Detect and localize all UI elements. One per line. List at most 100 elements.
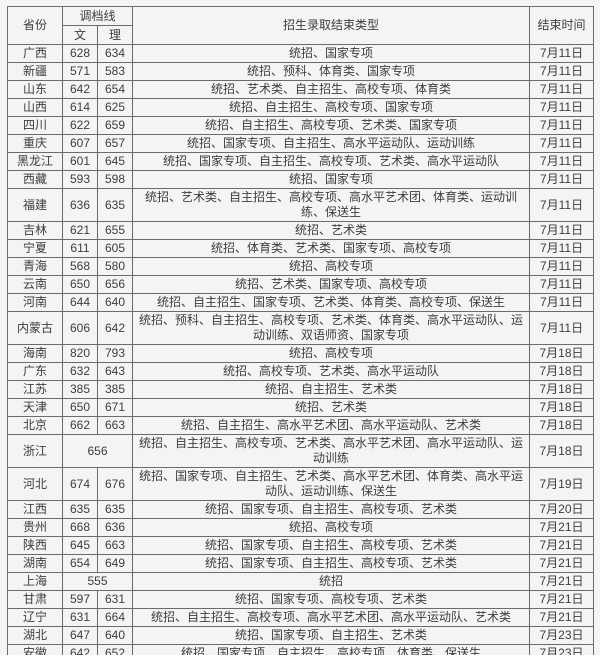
province-cell: 青海 [7, 257, 63, 276]
province-cell: 西藏 [7, 170, 63, 189]
end-time-cell: 7月11日 [529, 98, 595, 117]
admission-type-cell: 统招、国家专项、自主招生、艺术类 [132, 626, 531, 645]
end-time-cell: 7月18日 [529, 380, 595, 399]
admission-type-cell: 统招、自主招生、高校专项、艺术类、国家专项 [132, 116, 531, 135]
score-cell-wen: 668 [62, 518, 98, 537]
admission-type-cell: 统招、艺术类、自主招生、高校专项、体育类 [132, 80, 531, 99]
province-cell: 湖南 [7, 554, 63, 573]
end-time-cell: 7月19日 [529, 467, 595, 501]
admission-type-cell: 统招、自主招生、艺术类 [132, 380, 531, 399]
table-body: 广西 628 634 统招、国家专项 7月11日 新疆 571 583 统招、预科、体育类、国家… [7, 44, 595, 655]
end-time-cell: 7月11日 [529, 311, 595, 345]
score-cell-li: 583 [96, 62, 134, 81]
score-cell-merged: 555 [61, 572, 134, 591]
table-row: 江西 635 635 统招、国家专项、自主招生、高校专项、艺术类 7月20日 [7, 500, 595, 519]
score-cell-wen: 650 [62, 398, 98, 417]
end-time-cell: 7月18日 [529, 344, 595, 363]
admission-type-cell: 统招、国家专项、高校专项、艺术类 [132, 590, 531, 609]
score-cell-merged: 656 [61, 434, 134, 468]
province-cell: 湖北 [7, 626, 63, 645]
score-cell-wen: 642 [62, 644, 98, 655]
end-time-cell: 7月11日 [529, 293, 595, 312]
score-cell-wen: 606 [62, 311, 98, 345]
end-time-cell: 7月11日 [529, 239, 595, 258]
admission-type-cell: 统招、艺术类、国家专项、高校专项 [132, 275, 531, 294]
score-cell-wen: 607 [62, 134, 98, 153]
end-time-cell: 7月11日 [529, 134, 595, 153]
province-cell: 甘肃 [7, 590, 63, 609]
table-row: 天津 650 671 统招、艺术类 7月18日 [7, 398, 595, 417]
header-province: 省份 [7, 6, 63, 45]
admission-type-cell: 统招、高校专项 [132, 257, 531, 276]
score-cell-li: 642 [96, 311, 134, 345]
score-cell-wen: 642 [62, 80, 98, 99]
table-row: 江苏 385 385 统招、自主招生、艺术类 7月18日 [7, 380, 595, 399]
province-cell: 上海 [7, 572, 63, 591]
admission-type-cell: 统招 [132, 572, 531, 591]
table-row: 湖南 654 649 统招、国家专项、自主招生、高校专项、艺术类 7月21日 [7, 554, 595, 573]
score-cell-wen: 622 [62, 116, 98, 135]
end-time-cell: 7月11日 [529, 80, 595, 99]
end-time-cell: 7月21日 [529, 554, 595, 573]
admission-score-table: 省份 调档线 招生录取结束类型 结束时间 文 理 广西 628 634 统招、国家专项… [7, 6, 595, 655]
score-cell-li: 671 [96, 398, 134, 417]
score-cell-wen: 614 [62, 98, 98, 117]
admission-type-cell: 统招、自主招生、高水平艺术团、高水平运动队、艺术类 [132, 416, 531, 435]
table-row: 内蒙古 606 642 统招、预科、自主招生、高校专项、艺术类、体育类、高水平运动队、… [7, 311, 595, 345]
table-row: 上海 555 统招 7月21日 [7, 572, 595, 591]
admission-type-cell: 统招、预科、自主招生、高校专项、艺术类、体育类、高水平运动队、运动训练、双语师资… [132, 311, 531, 345]
table-row: 西藏 593 598 统招、国家专项 7月11日 [7, 170, 595, 189]
table-row: 北京 662 663 统招、自主招生、高水平艺术团、高水平运动队、艺术类 7月18日 [7, 416, 595, 435]
end-time-cell: 7月18日 [529, 398, 595, 417]
end-time-cell: 7月18日 [529, 416, 595, 435]
admission-type-cell: 统招、高校专项、艺术类、高水平运动队 [132, 362, 531, 381]
table-row: 山东 642 654 统招、艺术类、自主招生、高校专项、体育类 7月11日 [7, 80, 595, 99]
province-cell: 安徽 [7, 644, 63, 655]
score-cell-wen: 644 [62, 293, 98, 312]
admission-type-cell: 统招、国家专项 [132, 170, 531, 189]
admission-type-cell: 统招、艺术类 [132, 398, 531, 417]
score-cell-li: 634 [96, 44, 134, 63]
score-cell-li: 793 [96, 344, 134, 363]
table-row: 河南 644 640 统招、自主招生、国家专项、艺术类、体育类、高校专项、保送生 7月1… [7, 293, 595, 312]
province-cell: 吉林 [7, 221, 63, 240]
province-cell: 辽宁 [7, 608, 63, 627]
admission-type-cell: 统招、艺术类、自主招生、高校专项、高水平艺术团、体育类、运动训练、保送生 [132, 188, 531, 222]
end-time-cell: 7月20日 [529, 500, 595, 519]
table-row: 青海 568 580 统招、高校专项 7月11日 [7, 257, 595, 276]
header-score-line: 调档线 [61, 6, 134, 26]
score-cell-li: 580 [96, 257, 134, 276]
end-time-cell: 7月11日 [529, 188, 595, 222]
table-row: 贵州 668 636 统招、高校专项 7月21日 [7, 518, 595, 537]
score-cell-wen: 571 [62, 62, 98, 81]
end-time-cell: 7月21日 [529, 572, 595, 591]
score-cell-li: 605 [96, 239, 134, 258]
table-row: 甘肃 597 631 统招、国家专项、高校专项、艺术类 7月21日 [7, 590, 595, 609]
province-cell: 山东 [7, 80, 63, 99]
admission-type-cell: 统招、国家专项、自主招生、高校专项、体育类、保送生 [132, 644, 531, 655]
province-cell: 贵州 [7, 518, 63, 537]
header-admission-type: 招生录取结束类型 [132, 6, 531, 45]
end-time-cell: 7月23日 [529, 644, 595, 655]
end-time-cell: 7月21日 [529, 536, 595, 555]
score-cell-li: 655 [96, 221, 134, 240]
score-cell-li: 664 [96, 608, 134, 627]
province-cell: 云南 [7, 275, 63, 294]
province-cell: 浙江 [7, 434, 63, 468]
score-cell-wen: 636 [62, 188, 98, 222]
score-cell-li: 649 [96, 554, 134, 573]
admission-type-cell: 统招、国家专项、自主招生、艺术类、高水平艺术团、体育类、高水平运动队、运动训练、… [132, 467, 531, 501]
table-row: 海南 820 793 统招、高校专项 7月18日 [7, 344, 595, 363]
score-cell-li: 645 [96, 152, 134, 171]
end-time-cell: 7月11日 [529, 170, 595, 189]
score-cell-li: 652 [96, 644, 134, 655]
admission-type-cell: 统招、高校专项 [132, 344, 531, 363]
table-row: 浙江 656 统招、自主招生、高校专项、艺术类、高水平艺术团、高水平运动队、运动训练… [7, 434, 595, 468]
score-cell-wen: 597 [62, 590, 98, 609]
score-cell-li: 656 [96, 275, 134, 294]
score-cell-wen: 601 [62, 152, 98, 171]
table-row: 福建 636 635 统招、艺术类、自主招生、高校专项、高水平艺术团、体育类、运动训练… [7, 188, 595, 222]
province-cell: 陕西 [7, 536, 63, 555]
admission-type-cell: 统招、体育类、艺术类、国家专项、高校专项 [132, 239, 531, 258]
end-time-cell: 7月21日 [529, 590, 595, 609]
